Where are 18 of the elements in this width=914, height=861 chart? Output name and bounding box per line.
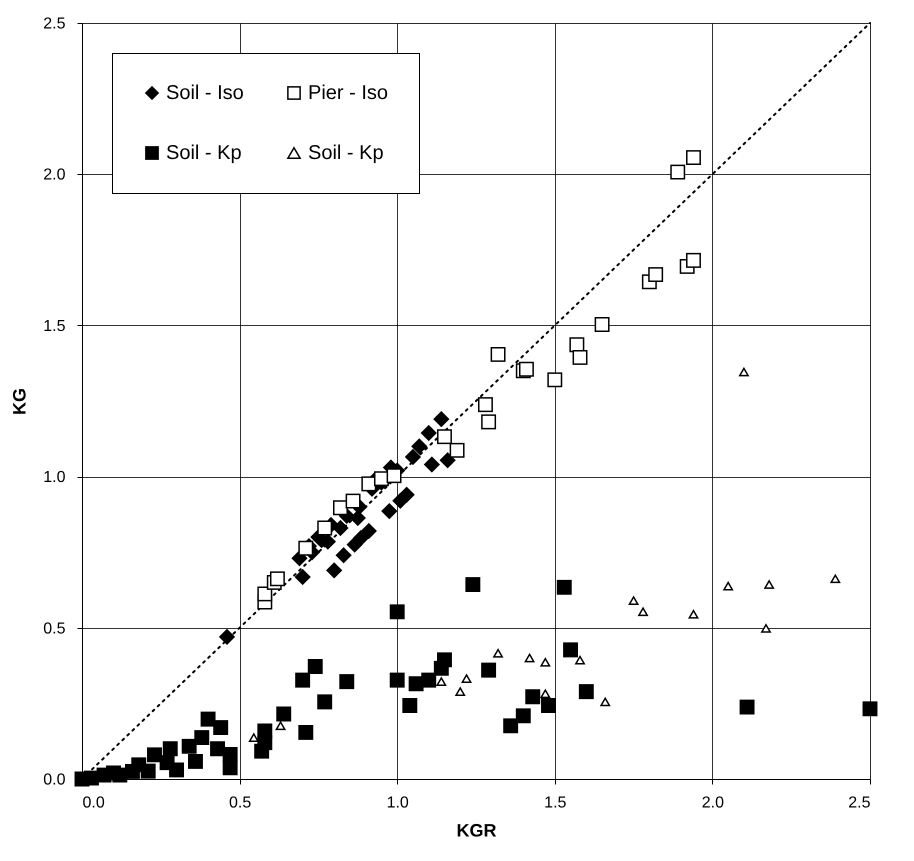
y-tick-label: 2.5 — [43, 16, 66, 32]
legend-label: Soil - Kp — [166, 142, 242, 164]
x-tick-label: 0.5 — [228, 794, 252, 812]
legend-label: Soil - Kp — [308, 142, 384, 164]
x-tick-label: 2.0 — [702, 794, 724, 812]
x-axis-title: KGR — [456, 820, 496, 840]
x-tick-label: 1.5 — [544, 794, 567, 812]
x-tick-label: 0.0 — [82, 794, 105, 812]
y-tick-label: 2.0 — [43, 166, 66, 184]
y-tick-label: 0.5 — [43, 620, 66, 638]
x-tick-label: 1.0 — [386, 794, 409, 812]
y-tick-label: 1.0 — [43, 469, 66, 486]
x-tick-label: 2.5 — [848, 794, 871, 812]
y-tick-label: 1.5 — [43, 318, 66, 335]
legend-label: Pier - Iso — [308, 82, 388, 104]
y-tick-label: 0.0 — [43, 772, 66, 788]
y-axis-title: KG — [9, 388, 30, 415]
legend-label: Soil - Iso — [166, 82, 244, 104]
